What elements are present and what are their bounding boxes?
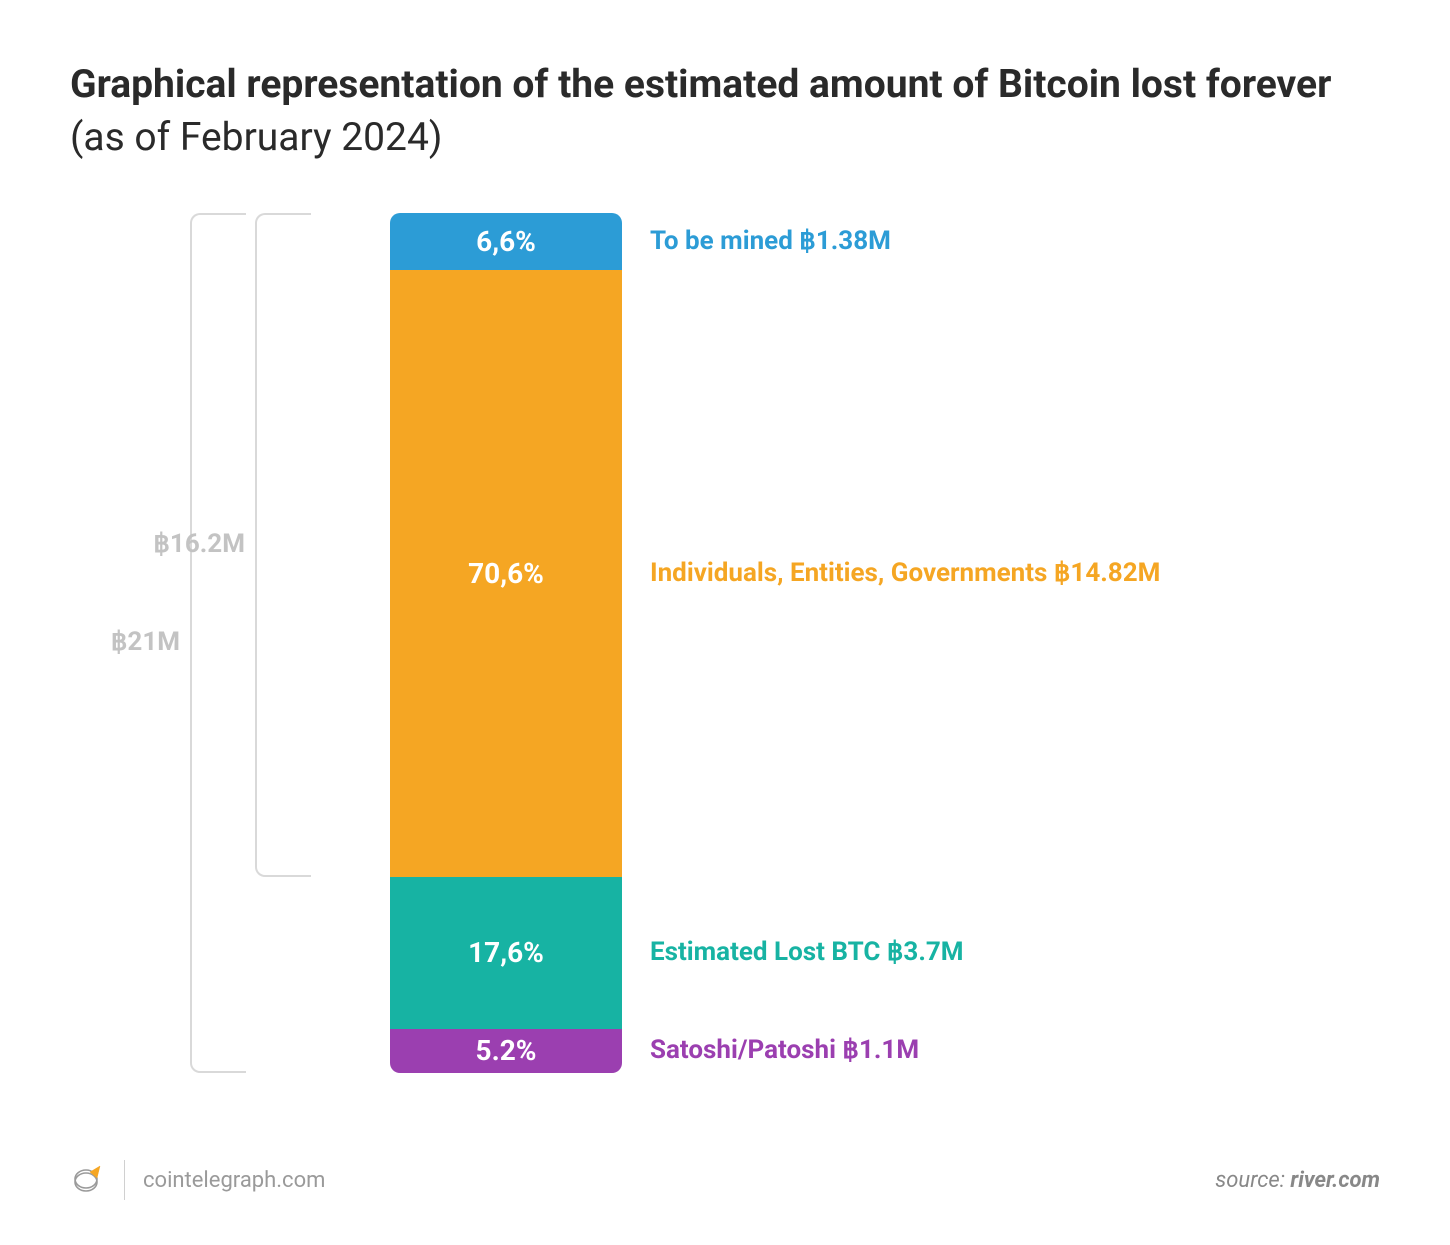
footer-source: source: river.com (1215, 1168, 1380, 1193)
segment-labels: To be mined ฿1.38M Individuals, Entities… (650, 213, 1450, 1073)
label-lost: Estimated Lost BTC ฿3.7M (650, 937, 964, 967)
segment-to-be-mined-pct: 6,6% (476, 225, 536, 258)
segment-lost: 17,6% (390, 877, 622, 1028)
chart-title: Graphical representation of the estimate… (70, 58, 1380, 163)
bracket-total (190, 213, 246, 1073)
chart-title-rest: (as of February 2024) (70, 114, 442, 160)
footer-source-prefix: source: (1215, 1168, 1290, 1193)
footer: cointelegraph.com source: river.com (70, 1160, 1380, 1200)
bracket-subset-label: ฿16.2M (145, 529, 245, 559)
bracket-total-label: ฿21M (80, 627, 180, 657)
segment-individuals: 70,6% (390, 270, 622, 877)
footer-divider (124, 1160, 125, 1200)
label-individuals: Individuals, Entities, Governments ฿14.8… (650, 558, 1160, 588)
footer-site: cointelegraph.com (143, 1168, 325, 1193)
chart-title-bold: Graphical representation of the estimate… (70, 61, 1331, 107)
chart-area: ฿21M ฿16.2M 6,6% 70,6% 17,6% 5.2% To be … (70, 213, 1380, 1093)
segment-individuals-pct: 70,6% (468, 557, 544, 590)
bracket-subset (255, 213, 311, 877)
label-to-be-mined: To be mined ฿1.38M (650, 226, 891, 256)
stacked-bar: 6,6% 70,6% 17,6% 5.2% (390, 213, 622, 1073)
footer-source-name: river.com (1290, 1168, 1380, 1193)
segment-satoshi-pct: 5.2% (476, 1034, 537, 1067)
segment-satoshi: 5.2% (390, 1029, 622, 1074)
segment-lost-pct: 17,6% (468, 936, 544, 969)
segment-to-be-mined: 6,6% (390, 213, 622, 270)
cointelegraph-logo-icon (70, 1162, 106, 1198)
label-satoshi: Satoshi/Patoshi ฿1.1M (650, 1035, 919, 1065)
footer-left: cointelegraph.com (70, 1160, 325, 1200)
